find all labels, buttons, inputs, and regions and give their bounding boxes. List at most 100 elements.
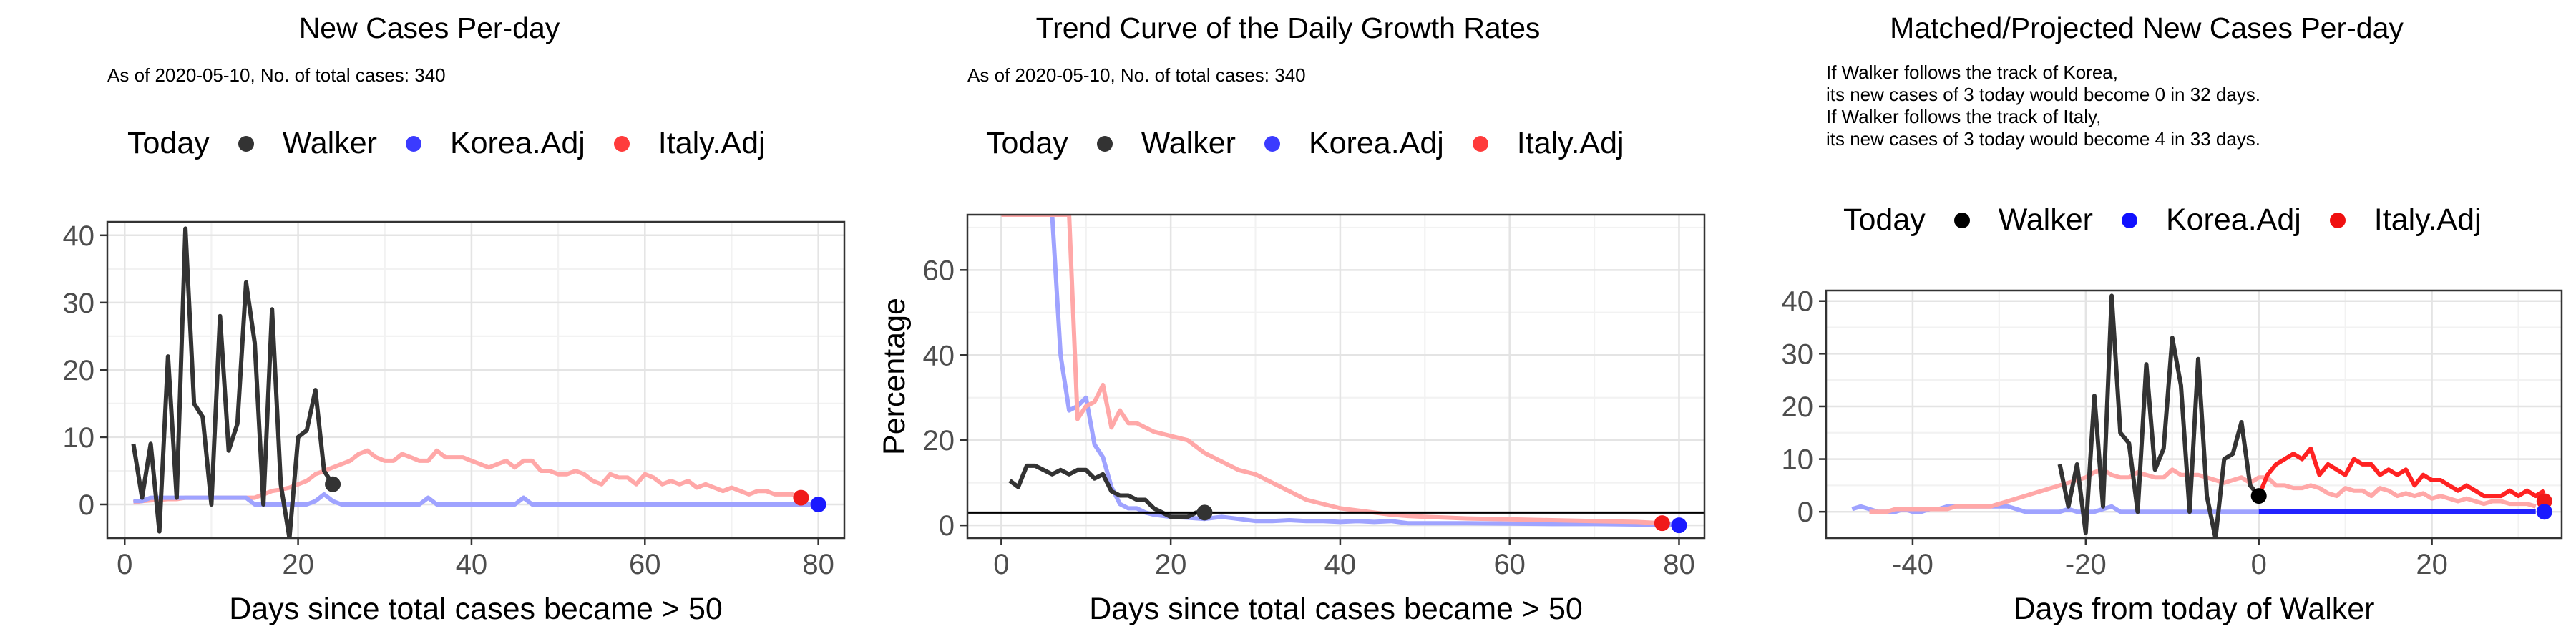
y-tick-label: 30 (63, 288, 95, 319)
legend-label: Walker (282, 126, 377, 160)
x-tick-label: 40 (456, 549, 488, 580)
y-tick-label: 40 (63, 220, 95, 252)
x-axis-label: Days from today of Walker (2014, 592, 2375, 626)
chart-panel-growth-rates: Trend Curve of the Daily Growth Rates As… (859, 0, 1717, 644)
legend-dot-italy (2329, 212, 2346, 228)
today-point-korea-adj (2536, 504, 2552, 520)
line-chart-new-cases: 0 20 40 60 80 0 10 20 30 40 Days since total cases… (63, 220, 846, 626)
x-axis-label: Days since total cases became > 50 (1089, 592, 1583, 626)
series-group (131, 226, 819, 538)
y-axis-label: Percentage (877, 298, 912, 455)
x-tick-label: 0 (2251, 549, 2267, 580)
legend-item-walker: Walker (1096, 126, 1236, 161)
x-tick-label: 0 (993, 549, 1009, 580)
legend-dot-italy (1472, 135, 1488, 152)
y-tick-label: 0 (79, 489, 94, 521)
x-tick-label: -20 (2065, 549, 2107, 580)
legend-item-walker: Walker (1953, 203, 2093, 238)
legend-label: Italy.Adj (658, 126, 766, 160)
legend-dot-walker (238, 135, 254, 152)
x-tick-label: 40 (1324, 549, 1357, 580)
x-tick-label: 60 (629, 549, 661, 580)
chart-subtitle: As of 2020-05-10, No. of total cases: 34… (967, 64, 1306, 86)
series-line-italy-adj-light (132, 448, 802, 505)
y-tick-label: 40 (923, 340, 955, 371)
legend-item-italy: Italy.Adj (613, 126, 766, 161)
chart-subtitle-line-2: its new cases of 3 today would become 0 … (1826, 84, 2261, 105)
legend-label: Korea.Adj (449, 126, 585, 160)
legend-dot-italy (613, 135, 630, 152)
x-tick-label: 0 (117, 549, 132, 580)
x-tick-label: 60 (1493, 549, 1526, 580)
legend-title: Today (1843, 203, 1926, 237)
plot-border (1825, 289, 2563, 540)
y-tick-label: 60 (923, 255, 955, 286)
y-tick-label: 10 (1782, 444, 1814, 476)
x-tick-label: 20 (2416, 549, 2448, 580)
legend-item-italy: Italy.Adj (2329, 203, 2482, 238)
chart-subtitle-line-4: its new cases of 3 today would become 4 … (1826, 128, 2261, 150)
today-point-walker (2250, 488, 2267, 504)
chart-subtitle-line-3: If Walker follows the track of Italy, (1826, 106, 2102, 127)
today-point-korea-adj (810, 496, 826, 512)
legend-item-korea: Korea.Adj (2121, 203, 2301, 238)
y-tick-label: 20 (1782, 391, 1814, 423)
y-tick-label: 20 (923, 425, 955, 457)
x-tick-label: 80 (1663, 549, 1695, 580)
x-tick-label: 20 (1155, 549, 1187, 580)
legend-label: Italy.Adj (2373, 203, 2482, 237)
series-group (1001, 215, 1679, 527)
y-tick-label: 40 (1782, 286, 1814, 318)
legend-dot-korea (405, 135, 421, 152)
legend-item-italy: Italy.Adj (1472, 126, 1624, 161)
plot-border (106, 220, 846, 540)
today-point-walker (325, 476, 341, 492)
series-line-korea-adj-light (133, 492, 819, 507)
series-line-korea-adj-light (1050, 215, 1679, 527)
chart-panel-new-cases: New Cases Per-day As of 2020-05-10, No. … (0, 0, 859, 644)
today-point-italy-adj (793, 489, 809, 506)
legend-label: Italy.Adj (1516, 126, 1624, 160)
today-point-italy-adj (1654, 515, 1670, 532)
legend-title: Today (986, 126, 1068, 160)
y-tick-label: 10 (63, 422, 95, 454)
x-tick-label: 20 (282, 549, 314, 580)
series-line-walker (1008, 463, 1205, 519)
x-tick-label: -40 (1892, 549, 1933, 580)
grid (967, 215, 1704, 538)
chart-title: New Cases Per-day (298, 11, 560, 44)
series-line-italy-adj-light (1869, 467, 2537, 514)
series-line-walker (131, 226, 335, 538)
y-tick-label: 0 (1797, 497, 1813, 528)
chart-title: Trend Curve of the Daily Growth Rates (1035, 11, 1541, 44)
legend-dot-walker (1096, 135, 1113, 152)
chart-title: Matched/Projected New Cases Per-day (1890, 11, 2404, 44)
x-tick-label: 80 (802, 549, 834, 580)
series-group (1851, 293, 2546, 538)
legend-title: Today (127, 126, 210, 160)
chart-subtitle: As of 2020-05-10, No. of total cases: 34… (107, 64, 446, 86)
chart-subtitle-line-1: If Walker follows the track of Korea, (1826, 62, 2118, 83)
chart-panel-projected: Matched/Projected New Cases Per-day If W… (1717, 0, 2576, 644)
legend-label: Walker (1141, 126, 1236, 160)
line-chart-projected: -40 -20 0 20 0 10 20 30 40 Days from today of Wal… (1782, 286, 2563, 626)
legend-dot-korea (2121, 212, 2137, 228)
legend-item-korea: Korea.Adj (1264, 126, 1444, 161)
legend-item-walker: Walker (238, 126, 377, 161)
plot-border (966, 213, 1706, 540)
y-tick-label: 20 (63, 355, 95, 386)
y-tick-label: 30 (1782, 338, 1814, 370)
y-tick-label: 0 (939, 510, 955, 542)
legend: Today Walker Korea.Adj Italy.Adj (127, 126, 794, 161)
today-point-walker (1196, 504, 1213, 521)
line-chart-growth-rates: 0 20 40 60 80 0 20 40 60 Days since total cases b… (877, 213, 1706, 626)
legend-label: Korea.Adj (2165, 203, 2301, 237)
series-line-italy-adj-light (1001, 215, 1662, 526)
legend-label: Korea.Adj (1308, 126, 1444, 160)
legend-dot-walker (1953, 212, 1970, 228)
legend-item-korea: Korea.Adj (405, 126, 585, 161)
series-line-italy-adj-projected (2256, 446, 2546, 499)
legend-dot-korea (1264, 135, 1280, 152)
legend: Today Walker Korea.Adj Italy.Adj (986, 126, 1653, 161)
x-axis-label: Days since total cases became > 50 (229, 592, 723, 626)
